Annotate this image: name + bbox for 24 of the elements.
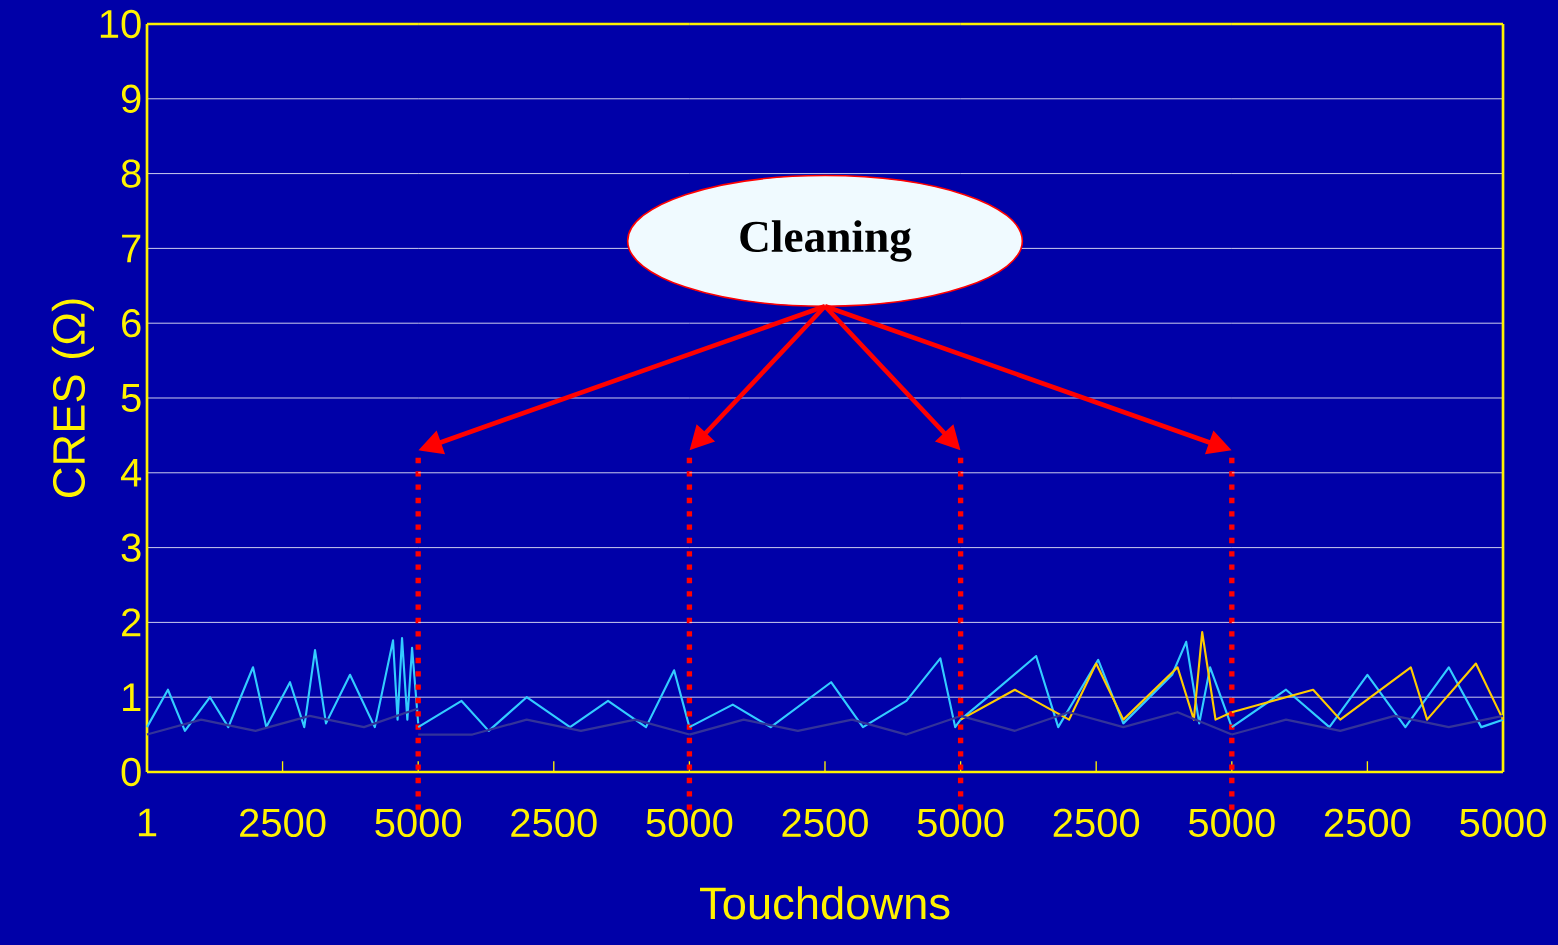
y-tick-label: 7 xyxy=(122,234,141,263)
x-axis-title: Touchdowns xyxy=(700,886,950,920)
annotation: Cleaning xyxy=(740,220,912,262)
x-tick-label: 5000 xyxy=(646,808,733,838)
y-tick-label: 0 xyxy=(121,757,141,787)
x-tick-label: 2500 xyxy=(240,808,326,838)
x-tick-label: 2500 xyxy=(511,808,597,838)
y-tick-label: 5 xyxy=(121,384,141,412)
y-tick-label: 9 xyxy=(121,84,141,113)
x-tick-label: 2500 xyxy=(782,808,868,838)
y-tick-label: 1 xyxy=(123,683,141,711)
y-tick-label: 2 xyxy=(122,608,141,637)
y-axis-title: CRES (Ω) xyxy=(51,299,94,498)
x-tick-label: 2500 xyxy=(1053,808,1140,838)
y-tick-label: 8 xyxy=(121,159,141,188)
y-tick-label: 3 xyxy=(121,533,141,562)
x-tick-label: 5000 xyxy=(917,808,1004,838)
x-tick-label: 5000 xyxy=(375,808,462,838)
y-tick-label: 6 xyxy=(122,309,141,338)
x-tick-label: 5000 xyxy=(1188,808,1275,838)
x-tick-label: 2500 xyxy=(1324,808,1411,838)
y-tick-label: 10 xyxy=(100,9,141,39)
x-tick-label: 5000 xyxy=(1460,808,1546,838)
y-tick-label: 4 xyxy=(120,459,142,487)
